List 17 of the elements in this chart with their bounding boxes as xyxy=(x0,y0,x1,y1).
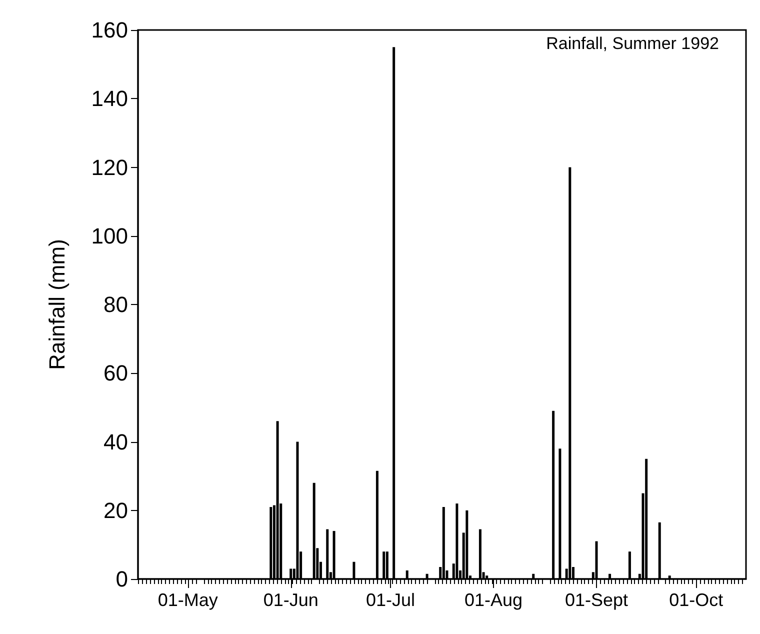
y-tick-label: 20 xyxy=(104,498,128,523)
y-tick-label: 120 xyxy=(91,154,128,180)
y-tick-label: 0 xyxy=(116,566,128,592)
y-tick-label: 40 xyxy=(104,429,128,454)
x-tick-label: 01-Aug xyxy=(464,590,523,610)
x-tick-label: 01-Sept xyxy=(564,590,628,610)
x-tick-label: 01-Oct xyxy=(669,590,724,610)
x-tick-label: 01-Jul xyxy=(366,590,416,610)
y-axis-title: Rainfall (mm) xyxy=(44,239,70,370)
y-tick-label: 160 xyxy=(91,18,128,42)
y-tick-label: 60 xyxy=(104,360,128,386)
y-tick-label: 80 xyxy=(104,292,128,317)
x-tick-label: 01-Jun xyxy=(263,590,318,610)
chart-title: Rainfall, Summer 1992 xyxy=(546,34,720,53)
y-tick-label: 140 xyxy=(91,86,128,112)
x-tick-label: 01-May xyxy=(158,590,218,610)
y-tick-label: 100 xyxy=(91,223,128,248)
